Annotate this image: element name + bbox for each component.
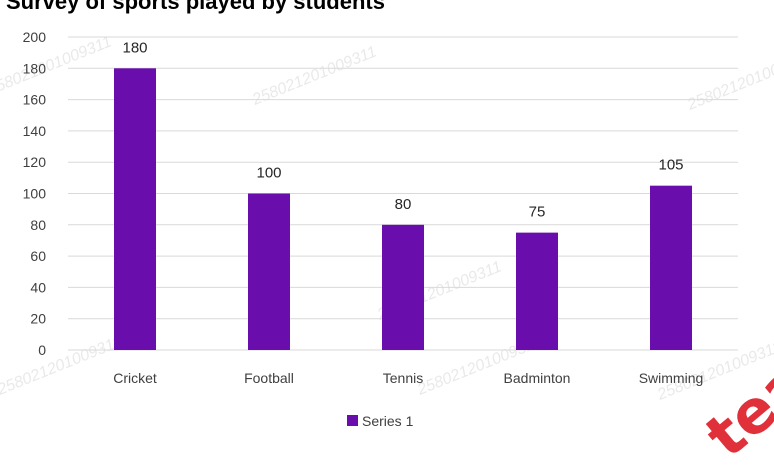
x-tick-label: Cricket: [113, 370, 157, 386]
legend-label: Series 1: [362, 413, 414, 429]
y-tick-label: 100: [23, 186, 47, 202]
watermark-text: 258021201009311: [684, 48, 774, 114]
legend-swatch: [347, 415, 358, 426]
y-tick-label: 20: [30, 311, 46, 327]
x-axis-labels: Cricket Football Tennis Badminton Swimming: [113, 370, 703, 386]
x-tick-label: Football: [244, 370, 294, 386]
y-tick-label: 60: [30, 248, 46, 264]
bar-cricket: [114, 68, 156, 351]
watermark-text: 258021201009311: [0, 333, 124, 399]
legend: Series 1: [347, 413, 414, 429]
y-tick-label: 160: [23, 92, 47, 108]
bar-badminton: [516, 232, 558, 350]
bar-tennis: [382, 224, 424, 350]
y-tick-label: 180: [23, 60, 47, 76]
watermark-text: 258021201009311: [0, 33, 114, 99]
y-tick-label: 0: [38, 342, 46, 358]
y-tick-label: 80: [30, 217, 46, 233]
bars: [114, 68, 692, 351]
data-label: 100: [256, 165, 281, 182]
data-label: 75: [529, 204, 546, 221]
data-label: 80: [395, 196, 412, 213]
y-axis-ticks: 0 20 40 60 80 100 120 140 160 180 200: [23, 29, 47, 358]
chart-title: Survey of sports played by students: [6, 0, 385, 14]
x-tick-label: Badminton: [504, 370, 571, 386]
y-tick-label: 140: [23, 123, 47, 139]
bar-swimming: [650, 185, 692, 350]
bar-football: [248, 193, 290, 350]
x-tick-label: Tennis: [383, 370, 423, 386]
data-label: 180: [122, 39, 147, 56]
data-label: 105: [658, 157, 683, 174]
data-labels: 180 100 80 75 105: [122, 39, 683, 220]
x-tick-label: Swimming: [639, 370, 704, 386]
y-tick-label: 40: [30, 279, 46, 295]
y-tick-label: 200: [23, 29, 47, 45]
y-tick-label: 120: [23, 154, 47, 170]
